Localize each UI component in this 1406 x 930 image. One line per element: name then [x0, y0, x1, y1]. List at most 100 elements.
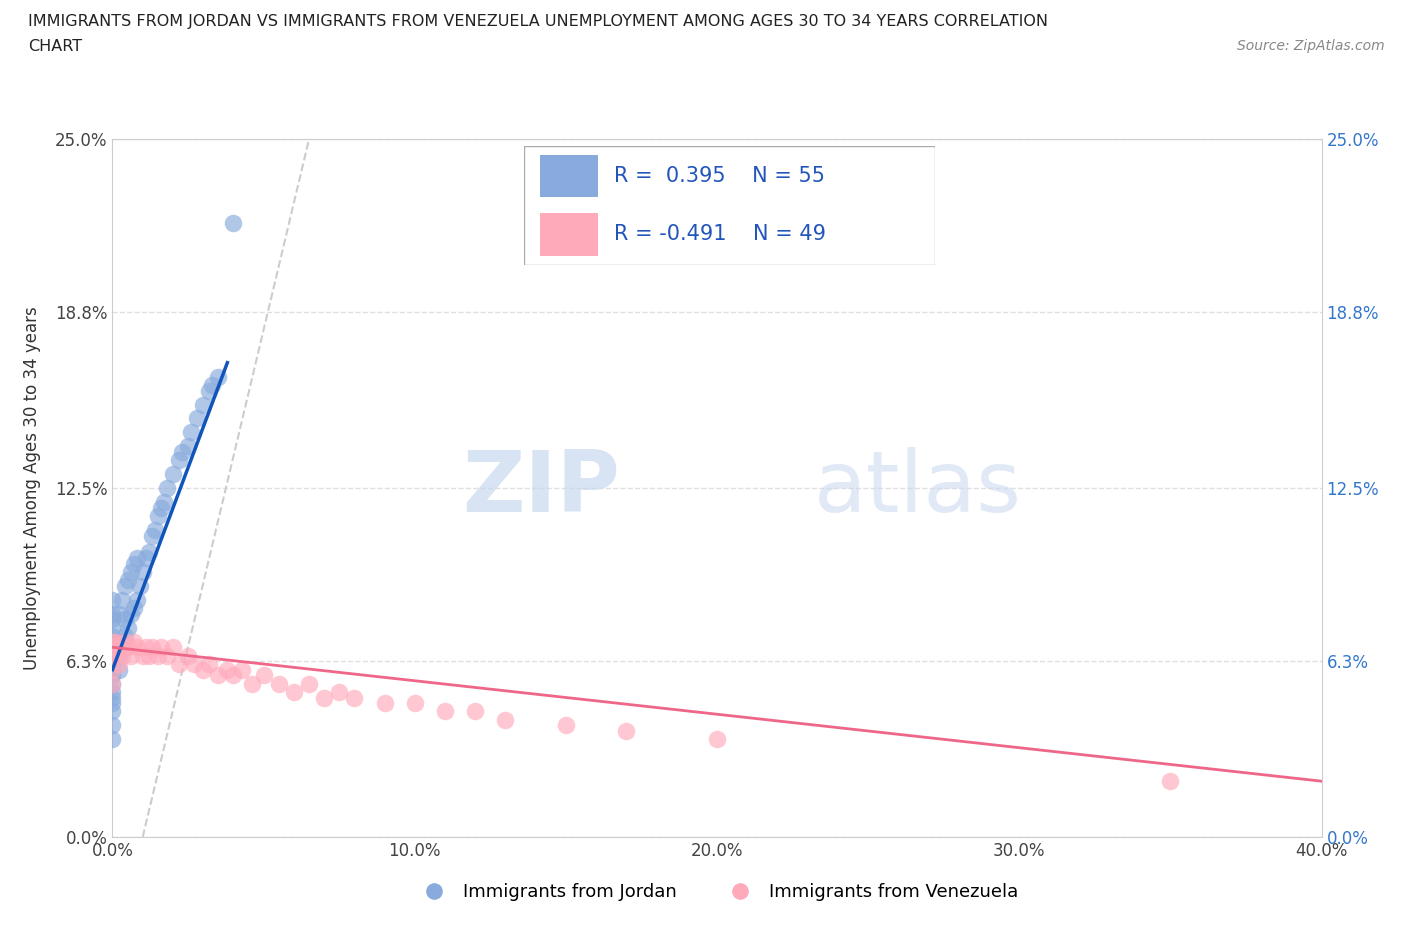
Point [101, 640, 124, 655]
Point [153, 495, 176, 510]
Point [141, 528, 163, 543]
Point [101, 676, 124, 691]
Point [138, 648, 160, 663]
Point [198, 383, 221, 398]
Point [162, 640, 184, 655]
Point [143, 523, 166, 538]
Point [186, 411, 208, 426]
Y-axis label: Unemployment Among Ages 30 to 34 years: Unemployment Among Ages 30 to 34 years [22, 306, 41, 671]
Point [101, 662, 124, 677]
Point [132, 565, 155, 579]
Point [1159, 774, 1181, 789]
Point [267, 676, 290, 691]
Point [101, 676, 124, 691]
Text: atlas: atlas [814, 446, 1022, 530]
Point [128, 578, 150, 593]
Point [120, 648, 142, 663]
Point [135, 551, 157, 565]
Point [222, 668, 245, 683]
Point [222, 216, 245, 231]
Point [110, 592, 132, 607]
Point [114, 634, 136, 649]
Point [156, 648, 179, 663]
Text: CHART: CHART [28, 39, 82, 54]
Point [170, 445, 193, 459]
Point [198, 657, 221, 671]
Point [122, 634, 145, 649]
Point [110, 634, 132, 649]
Point [207, 668, 229, 683]
Point [101, 620, 124, 635]
Point [122, 601, 145, 616]
Point [104, 634, 127, 649]
Point [132, 648, 155, 663]
Text: Source: ZipAtlas.com: Source: ZipAtlas.com [1237, 39, 1385, 53]
Point [107, 657, 129, 671]
Point [464, 704, 486, 719]
Point [101, 629, 124, 644]
Point [177, 648, 200, 663]
Point [167, 453, 190, 468]
Point [125, 592, 148, 607]
Point [183, 657, 205, 671]
Point [117, 573, 139, 588]
Point [253, 668, 276, 683]
Point [231, 662, 253, 677]
Point [314, 690, 336, 705]
Legend: Immigrants from Jordan, Immigrants from Venezuela: Immigrants from Jordan, Immigrants from … [409, 876, 1025, 909]
Point [191, 397, 214, 412]
Point [149, 640, 172, 655]
Point [107, 640, 129, 655]
Point [374, 696, 396, 711]
Point [101, 648, 124, 663]
Point [554, 718, 576, 733]
Point [404, 696, 426, 711]
Point [101, 690, 124, 705]
Point [138, 545, 160, 560]
Point [117, 640, 139, 655]
Point [343, 690, 366, 705]
Point [122, 556, 145, 571]
Point [114, 578, 136, 593]
Point [120, 565, 142, 579]
Point [101, 718, 124, 733]
Point [328, 684, 350, 699]
Point [107, 648, 129, 663]
Point [101, 634, 124, 649]
Point [117, 620, 139, 635]
Point [177, 439, 200, 454]
Point [125, 551, 148, 565]
Point [207, 369, 229, 384]
Point [101, 732, 124, 747]
Point [146, 648, 169, 663]
Point [217, 662, 239, 677]
Point [495, 712, 517, 727]
Point [104, 648, 127, 663]
Point [101, 592, 124, 607]
Point [180, 425, 202, 440]
Point [101, 668, 124, 683]
Point [167, 657, 190, 671]
Point [101, 606, 124, 621]
Text: IMMIGRANTS FROM JORDAN VS IMMIGRANTS FROM VENEZUELA UNEMPLOYMENT AMONG AGES 30 T: IMMIGRANTS FROM JORDAN VS IMMIGRANTS FRO… [28, 14, 1047, 29]
Point [101, 704, 124, 719]
Text: ZIP: ZIP [463, 446, 620, 530]
Point [706, 732, 728, 747]
Point [283, 684, 305, 699]
Point [141, 640, 163, 655]
Point [101, 657, 124, 671]
Point [433, 704, 456, 719]
Point [101, 648, 124, 663]
Point [616, 724, 638, 738]
Point [101, 640, 124, 655]
Point [120, 606, 142, 621]
Point [240, 676, 263, 691]
Point [146, 509, 169, 524]
Point [125, 640, 148, 655]
Point [110, 648, 132, 663]
Point [101, 634, 124, 649]
Point [107, 662, 129, 677]
Point [191, 662, 214, 677]
Point [114, 612, 136, 627]
Point [149, 500, 172, 515]
